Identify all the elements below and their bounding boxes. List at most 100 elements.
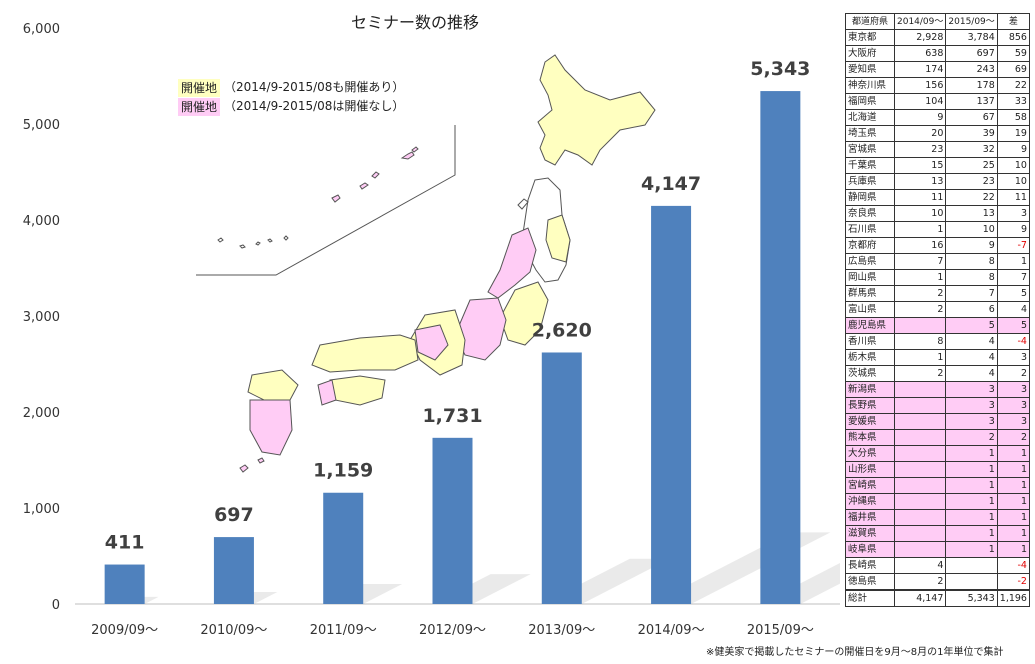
- bar: [432, 437, 473, 604]
- table-cell-b: 67: [945, 109, 998, 126]
- table-cell-a: [893, 381, 947, 398]
- table-cell-name: 新潟県: [845, 381, 895, 398]
- table-row: 群馬県 2 7 5: [845, 285, 1030, 302]
- table-cell-d: 69: [996, 61, 1030, 78]
- table-row: 鹿児島県 5 5: [845, 317, 1030, 334]
- table-cell-d: 5: [996, 317, 1030, 334]
- table-cell-name: 奈良県: [845, 205, 895, 222]
- table-cell-a: 11: [893, 189, 947, 206]
- table-cell-a: 1: [893, 349, 947, 366]
- x-tick-label: 2009/09～: [91, 623, 158, 638]
- bar: [104, 564, 145, 604]
- table-cell-name: 広島県: [845, 253, 895, 270]
- table-cell-name: 埼玉県: [845, 125, 895, 142]
- table-cell-name: 北海道: [845, 109, 895, 126]
- table-cell-b: 10: [945, 221, 998, 238]
- table-cell-d: 33: [996, 93, 1030, 110]
- table-cell-name: 徳島県: [845, 573, 895, 591]
- table-cell-name: 東京都: [845, 29, 895, 46]
- table-cell-a: [893, 397, 947, 414]
- table-cell-a: 638: [893, 45, 947, 62]
- table-cell-b: 1: [945, 525, 998, 542]
- table-row: 静岡県 11 22 11: [845, 189, 1030, 206]
- table-cell-d: -4: [996, 557, 1030, 574]
- table-cell-d: 10: [996, 157, 1030, 174]
- table-cell-d: 3: [996, 205, 1030, 222]
- table-cell-a: [893, 525, 947, 542]
- table-cell-b: 6: [945, 301, 998, 318]
- table-cell-b: 2: [945, 429, 998, 446]
- legend-new-tag: 開催地: [178, 98, 221, 116]
- x-tick-label: 2014/09～: [638, 623, 705, 638]
- table-row: 京都府 16 9 -7: [845, 237, 1030, 254]
- table-cell-b: 178: [945, 77, 998, 94]
- table-cell-a: 23: [893, 141, 947, 158]
- sado: [517, 198, 529, 210]
- table-cell-a: [893, 445, 947, 462]
- table-row: 福岡県 104 137 33: [845, 93, 1030, 110]
- table-row: 長野県 3 3: [845, 397, 1030, 414]
- y-tick-label: 2,000: [23, 406, 60, 421]
- table-cell-d: 1: [996, 253, 1030, 270]
- table-row: 新潟県 3 3: [845, 381, 1030, 398]
- table-cell-d: 7: [996, 269, 1030, 286]
- table-cell-a: [893, 317, 947, 334]
- table-row: 福井県 1 1: [845, 509, 1030, 526]
- table-cell-name: 鹿児島県: [845, 317, 895, 334]
- table-cell-d: 2: [996, 365, 1030, 382]
- table-cell-d: 1: [996, 541, 1030, 558]
- table-row: 千葉県 15 25 10: [845, 157, 1030, 174]
- table-row: 茨城県 2 4 2: [845, 365, 1030, 382]
- table-row: 香川県 8 4 -4: [845, 333, 1030, 350]
- total-cell-b: 5,343: [945, 589, 998, 607]
- table-cell-a: 2,928: [893, 29, 947, 46]
- table-cell-b: 39: [945, 125, 998, 142]
- table-cell-d: 59: [996, 45, 1030, 62]
- table-row: 栃木県 1 4 3: [845, 349, 1030, 366]
- table-row: 大阪府 638 697 59: [845, 45, 1030, 62]
- header-prefecture: 都道府県: [845, 13, 895, 30]
- table-cell-d: 9: [996, 141, 1030, 158]
- table-cell-a: 9: [893, 109, 947, 126]
- table-cell-b: 25: [945, 157, 998, 174]
- table-cell-b: 13: [945, 205, 998, 222]
- table-cell-name: 石川県: [845, 221, 895, 238]
- y-tick-label: 1,000: [23, 502, 60, 517]
- japan-map-illustration: [196, 54, 656, 473]
- bar-series: [104, 91, 840, 604]
- table-cell-d: 1: [996, 477, 1030, 494]
- x-tick-label: 2013/09～: [528, 623, 595, 638]
- x-axis: 2009/09～ 2010/09～ 2011/09～ 2012/09～ 2013/09～…: [91, 623, 814, 638]
- table-cell-name: 千葉県: [845, 157, 895, 174]
- table-cell-name: 愛知県: [845, 61, 895, 78]
- bar: [213, 537, 254, 604]
- table-cell-d: 3: [996, 381, 1030, 398]
- table-cell-name: 愛媛県: [845, 413, 895, 430]
- x-tick-label: 2012/09～: [419, 623, 486, 638]
- table-cell-b: 1: [945, 541, 998, 558]
- table-cell-d: 11: [996, 189, 1030, 206]
- chart-title: セミナー数の推移: [351, 13, 479, 32]
- table-cell-name: 山形県: [845, 461, 895, 478]
- table-cell-a: 156: [893, 77, 947, 94]
- total-cell-a: 4,147: [893, 589, 947, 607]
- table-row: 沖縄県 1 1: [845, 493, 1030, 510]
- table-row: 宮崎県 1 1: [845, 477, 1030, 494]
- table-row: 熊本県 2 2: [845, 429, 1030, 446]
- table-cell-b: 3: [945, 381, 998, 398]
- kinki-inner: [414, 324, 449, 361]
- table-cell-name: 福岡県: [845, 93, 895, 110]
- header-diff: 差: [996, 13, 1030, 30]
- bar-shadow: [760, 563, 840, 604]
- table-cell-name: 群馬県: [845, 285, 895, 302]
- table-cell-b: 697: [945, 45, 998, 62]
- table-row: 徳島県 2 -2: [845, 573, 1030, 591]
- table-cell-a: [893, 493, 947, 510]
- table-cell-b: 5: [945, 317, 998, 334]
- bar-data-label: 1,731: [422, 405, 482, 427]
- y-tick-label: 5,000: [23, 118, 60, 133]
- table-cell-d: 5: [996, 285, 1030, 302]
- table-cell-b: 23: [945, 173, 998, 190]
- table-cell-name: 長崎県: [845, 557, 895, 574]
- table-header-row: 都道府県 2014/09～ 2015/09～ 差: [845, 13, 1030, 30]
